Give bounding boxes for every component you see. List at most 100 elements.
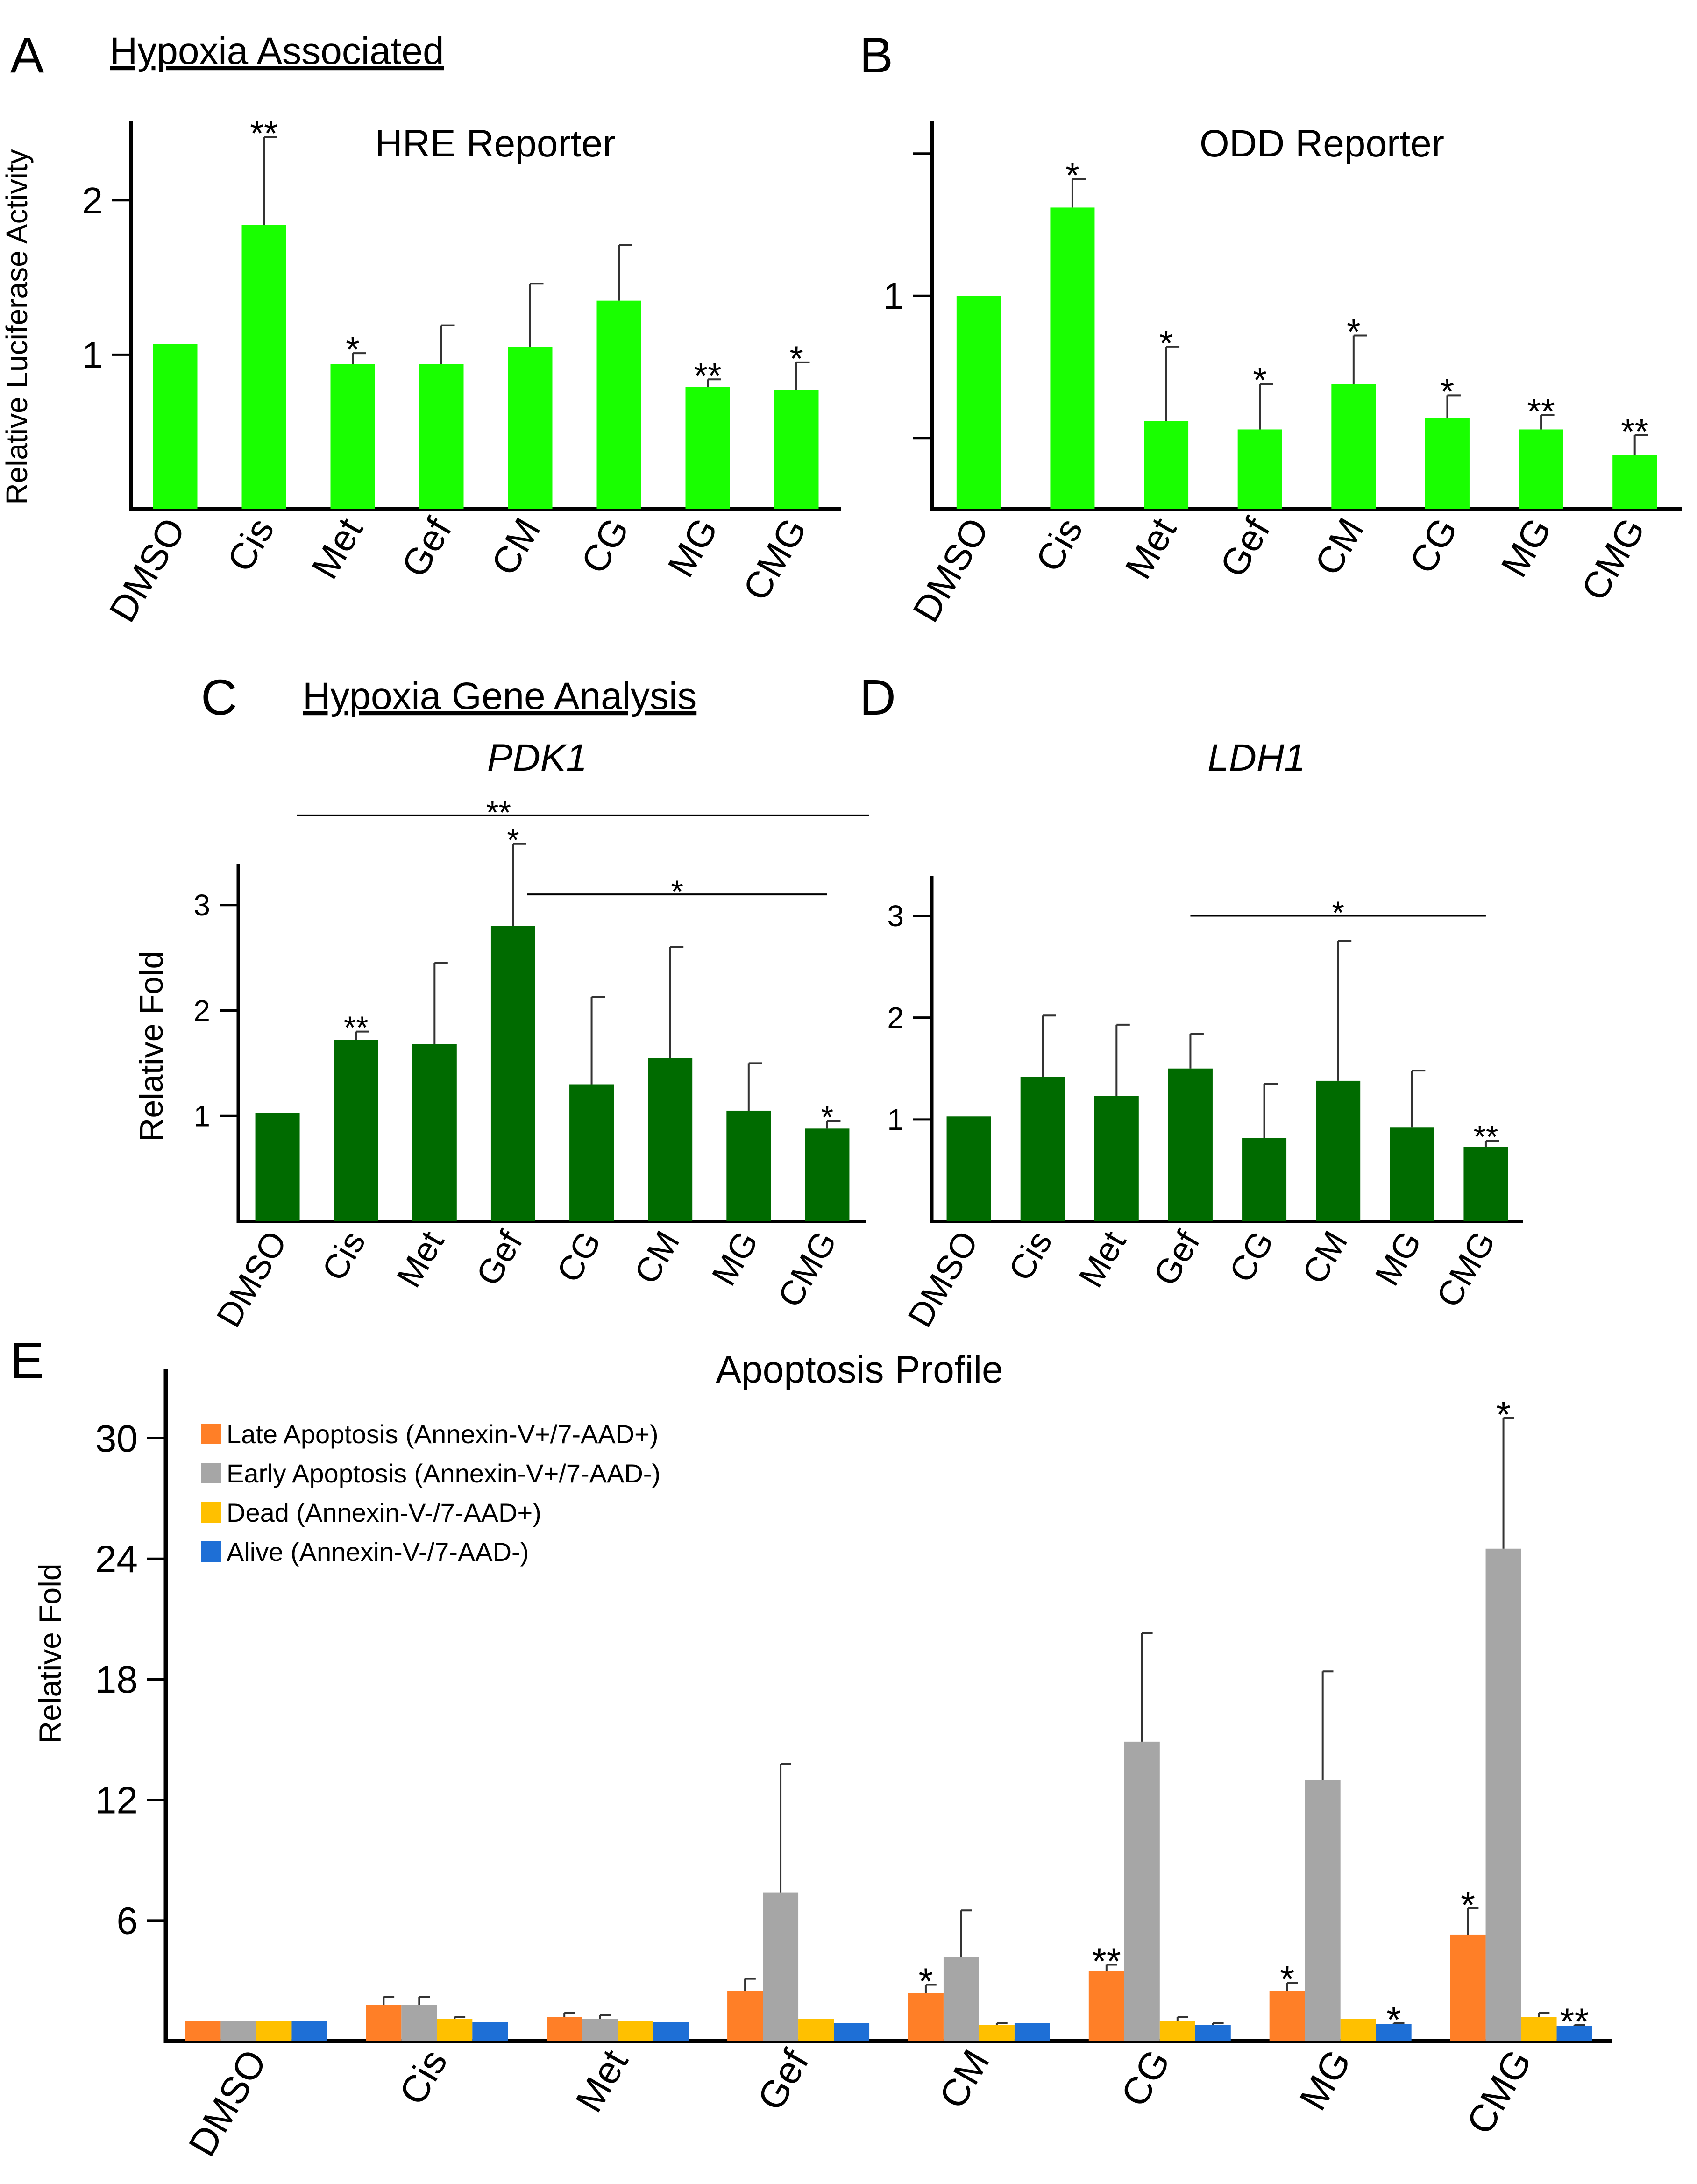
legend-label: Dead (Annexin-V-/7-AAD+) <box>227 1498 541 1527</box>
significance-marker-e: * <box>1496 1394 1511 1435</box>
bar-e <box>1014 2023 1050 2041</box>
bar-c <box>805 1128 850 1221</box>
x-tick-label-c: Gef <box>469 1224 530 1292</box>
bar-e <box>653 2022 689 2041</box>
bar-e <box>1088 1971 1124 2041</box>
y-tick-label-c: 1 <box>193 1099 210 1133</box>
panel-letter-d: D <box>859 669 896 725</box>
x-tick-label-b: CM <box>1306 511 1371 582</box>
bracket-label-c: ** <box>486 794 511 830</box>
bar-e <box>366 2005 402 2041</box>
x-tick-label-c: CMG <box>770 1225 844 1314</box>
bar-e <box>908 1993 944 2041</box>
panel-letter-c: C <box>201 669 237 725</box>
x-tick-label-b: Cis <box>1028 511 1091 579</box>
x-tick-label-c: Cis <box>314 1225 373 1287</box>
bar-a <box>508 347 553 509</box>
bar-d <box>1168 1068 1213 1221</box>
bar-e <box>472 2022 508 2041</box>
bar-e <box>834 2023 870 2041</box>
x-tick-label-b: CG <box>1401 511 1465 580</box>
x-tick-label-b: MG <box>1493 511 1559 584</box>
panel-letter-b: B <box>859 27 893 83</box>
y-tick-label-a: 1 <box>82 334 103 376</box>
bar-b <box>1144 421 1189 509</box>
x-tick-label-a: CM <box>483 511 548 582</box>
legend-label: Alive (Annexin-V-/7-AAD-) <box>227 1537 529 1567</box>
bar-c <box>490 926 535 1221</box>
x-tick-label-e: Gef <box>749 2042 817 2117</box>
bar-a <box>419 364 464 509</box>
bar-a <box>774 390 819 509</box>
bar-a <box>685 387 730 509</box>
bar-e <box>291 2021 327 2041</box>
x-tick-label-a: Met <box>304 511 371 586</box>
significance-marker-a: * <box>346 330 360 369</box>
x-tick-label-d: CG <box>1221 1225 1281 1289</box>
x-tick-label-d: CMG <box>1429 1225 1503 1314</box>
y-tick-label-a: 2 <box>82 180 103 221</box>
significance-marker-e: ** <box>1560 2001 1589 2042</box>
bar-e <box>1376 2024 1412 2041</box>
x-tick-label-c: MG <box>704 1225 765 1292</box>
y-tick-label-e: 6 <box>116 1900 138 1943</box>
x-tick-label-c: Met <box>389 1224 452 1294</box>
x-tick-label-c: CM <box>626 1225 687 1291</box>
significance-marker-c: * <box>821 1099 833 1135</box>
chart-title-b: ODD Reporter <box>1200 122 1444 165</box>
y-tick-label-c: 3 <box>193 888 210 922</box>
y-tick-label-c: 2 <box>193 994 210 1028</box>
bar-d <box>1242 1138 1287 1221</box>
x-tick-label-b: Gef <box>1212 511 1278 584</box>
significance-marker-e: ** <box>1092 1940 1121 1982</box>
significance-marker-b: ** <box>1621 412 1648 452</box>
x-tick-label-a: CMG <box>735 511 814 607</box>
x-tick-label-b: DMSO <box>905 511 997 629</box>
bar-e <box>1195 2025 1231 2041</box>
significance-marker-e: * <box>918 1961 933 2002</box>
x-tick-label-d: DMSO <box>900 1225 986 1334</box>
significance-marker-c: ** <box>344 1010 369 1045</box>
legend-swatch <box>201 1541 221 1562</box>
bar-b <box>1237 429 1282 509</box>
bar-d <box>1316 1080 1361 1221</box>
bar-e <box>1340 2019 1376 2041</box>
bar-a <box>596 300 641 509</box>
bar-d <box>1390 1127 1434 1221</box>
significance-marker-b: * <box>1253 361 1267 400</box>
panel-letter-e: E <box>10 1332 44 1389</box>
bar-e <box>618 2021 653 2041</box>
x-tick-label-d: Cis <box>1001 1225 1059 1287</box>
legend-swatch <box>201 1463 221 1483</box>
x-tick-label-b: CMG <box>1573 511 1653 607</box>
bar-e <box>401 2005 437 2041</box>
bar-a <box>153 344 198 509</box>
significance-marker-b: * <box>1159 324 1173 363</box>
x-tick-label-a: Gef <box>393 511 460 584</box>
x-tick-label-e: CG <box>1113 2043 1179 2114</box>
significance-marker-e: * <box>1280 1958 1294 2000</box>
bar-e <box>798 2019 834 2041</box>
bar-e <box>979 2025 1015 2041</box>
bar-c <box>412 1044 457 1221</box>
x-tick-label-d: MG <box>1367 1225 1428 1292</box>
bar-d <box>946 1116 991 1221</box>
bar-e <box>256 2021 292 2041</box>
bar-e <box>1450 1934 1486 2041</box>
heading-hypoxia-associated: Hypoxia Associated <box>110 30 444 72</box>
significance-marker-b: * <box>1441 372 1455 412</box>
bar-e <box>582 2019 618 2041</box>
bar-e <box>1269 1991 1305 2041</box>
significance-marker-c: * <box>507 822 519 858</box>
bar-d <box>1094 1096 1139 1221</box>
x-tick-label-d: CM <box>1294 1225 1355 1291</box>
bar-e <box>437 2019 473 2041</box>
significance-marker-a: * <box>789 339 803 379</box>
y-tick-label-e: 30 <box>95 1418 138 1460</box>
x-tick-label-e: MG <box>1292 2043 1359 2118</box>
x-tick-label-a: MG <box>660 511 726 584</box>
charts-layer: A HRE Reporter Relative Luciferase Activit… <box>0 27 1682 2163</box>
x-tick-label-e: CMG <box>1458 2043 1540 2141</box>
